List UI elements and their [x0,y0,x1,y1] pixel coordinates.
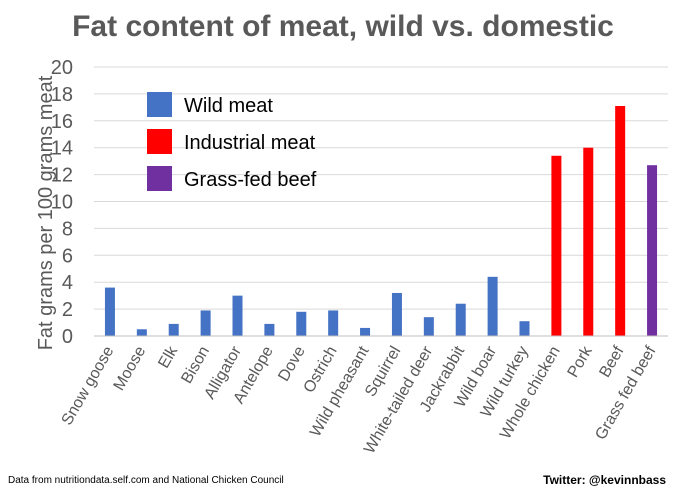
x-tick-label: Beef [596,343,627,380]
bars [104,106,658,336]
legend-label: Industrial meat [184,132,316,154]
bar [232,295,243,336]
legend-label: Grass-fed beef [184,169,317,191]
bar [360,327,371,336]
y-tick-label: 14 [51,138,73,160]
bar [168,323,179,336]
y-tick-label: 10 [51,192,73,214]
y-tick-label: 16 [51,111,73,133]
y-tick-label: 0 [62,326,73,348]
x-tick-label: Bison [178,344,213,387]
y-tick-label: 4 [62,272,73,294]
bar [104,287,115,336]
bar [551,155,562,336]
y-tick-label: 12 [51,165,73,187]
y-tick-label: 2 [62,299,73,321]
twitter-credit: Twitter: @kevinnbass [543,473,666,487]
bar [519,321,530,336]
bar [455,303,466,336]
y-tick-label: 18 [51,84,73,106]
x-tick-label: Dove [275,343,308,384]
x-tick-label: Pork [565,343,597,381]
y-tick-label: 8 [62,218,73,240]
bar [328,310,339,336]
bar [647,165,658,336]
y-tick-label: 6 [62,245,73,267]
source-note: Data from nutritiondata.self.com and Nat… [8,475,284,486]
y-tick-label: 20 [51,57,73,79]
legend: Wild meat Industrial meat Grass-fed beef [147,92,317,191]
bar [296,311,307,336]
chart-title: Fat content of meat, wild vs. domestic [72,10,614,43]
bar [615,106,626,336]
y-axis-label: Fat grams per 100 grams meat [35,75,57,350]
bar [391,292,402,336]
x-tick-label: Snow goose [59,343,118,428]
bar [200,310,211,336]
x-tick-label: Elk [155,343,181,372]
bar [423,317,434,336]
x-tick-label: Moose [111,343,150,393]
bar [583,147,594,336]
x-tick-label: Grass fed beef [592,343,659,443]
legend-label: Wild meat [184,95,273,117]
bar [264,323,275,336]
legend-swatch [147,129,172,154]
gridlines [94,66,668,310]
bar [487,276,498,336]
bar [136,329,147,336]
y-axis-ticks: 0 2 4 6 8 10 12 14 16 18 20 [51,57,73,348]
legend-swatch [147,92,172,117]
legend-swatch [147,166,172,191]
